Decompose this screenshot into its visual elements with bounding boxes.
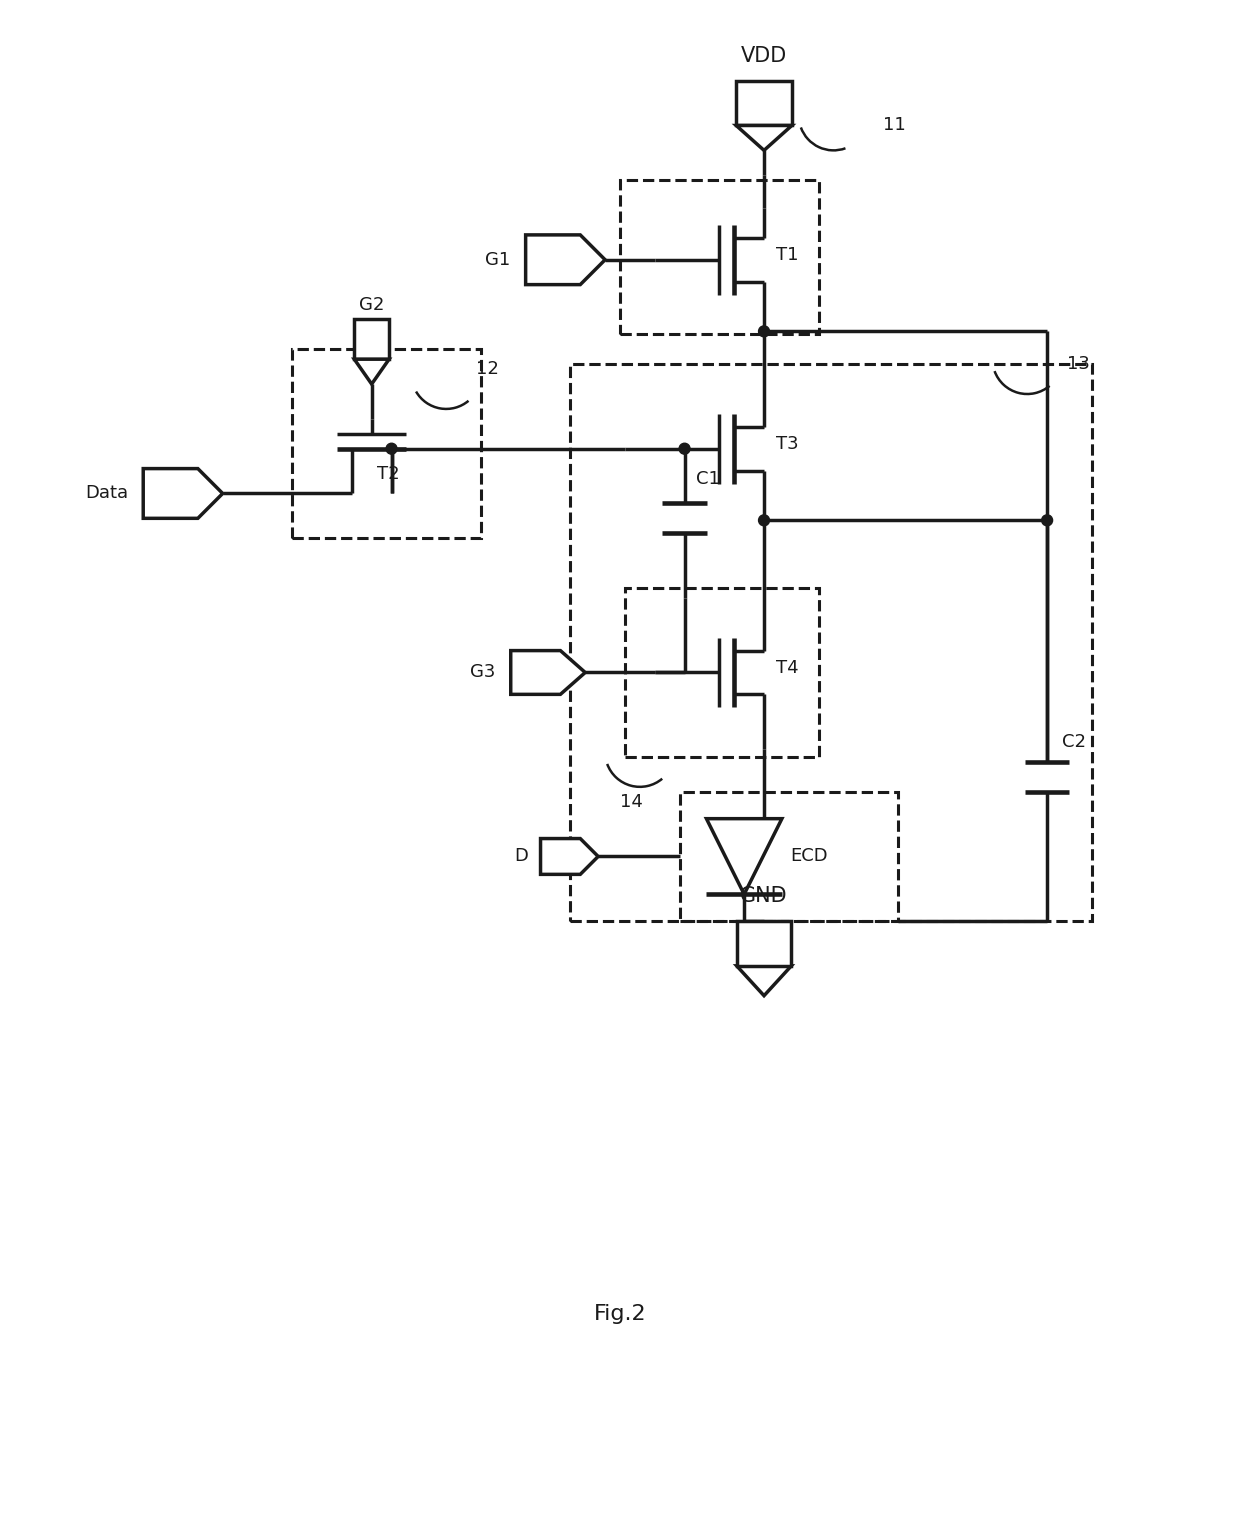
Polygon shape	[707, 819, 782, 894]
Text: VDD: VDD	[742, 46, 787, 65]
Text: G3: G3	[470, 663, 496, 681]
Text: C1: C1	[697, 470, 720, 487]
Text: T2: T2	[377, 464, 399, 482]
Circle shape	[759, 326, 770, 337]
Bar	[680, 792, 898, 921]
Bar	[355, 320, 389, 360]
Text: C2: C2	[1061, 733, 1086, 751]
Bar	[625, 589, 818, 757]
Polygon shape	[355, 360, 389, 384]
Text: 11: 11	[883, 117, 906, 135]
Circle shape	[680, 443, 689, 454]
Bar	[620, 181, 818, 334]
Polygon shape	[144, 469, 223, 519]
Text: Data: Data	[86, 484, 128, 502]
Polygon shape	[526, 235, 605, 285]
Text: ECD: ECD	[790, 848, 827, 866]
Text: T3: T3	[776, 435, 799, 452]
Polygon shape	[541, 839, 598, 874]
Text: GND: GND	[740, 886, 787, 906]
Polygon shape	[737, 966, 791, 995]
Circle shape	[386, 443, 397, 454]
Text: G2: G2	[360, 296, 384, 314]
Text: 12: 12	[476, 360, 498, 378]
Text: 13: 13	[1066, 355, 1090, 373]
Text: T4: T4	[776, 658, 799, 677]
Polygon shape	[511, 651, 585, 695]
Bar	[737, 921, 791, 966]
Bar	[293, 349, 481, 539]
Text: T1: T1	[776, 246, 799, 264]
Text: D: D	[515, 848, 528, 866]
Text: G1: G1	[486, 250, 511, 269]
Text: Fig.2: Fig.2	[594, 1305, 646, 1324]
Bar	[570, 364, 1091, 921]
Text: 14: 14	[620, 793, 642, 810]
Circle shape	[759, 514, 770, 526]
Bar	[737, 80, 792, 126]
Polygon shape	[737, 126, 792, 150]
Circle shape	[1042, 514, 1053, 526]
